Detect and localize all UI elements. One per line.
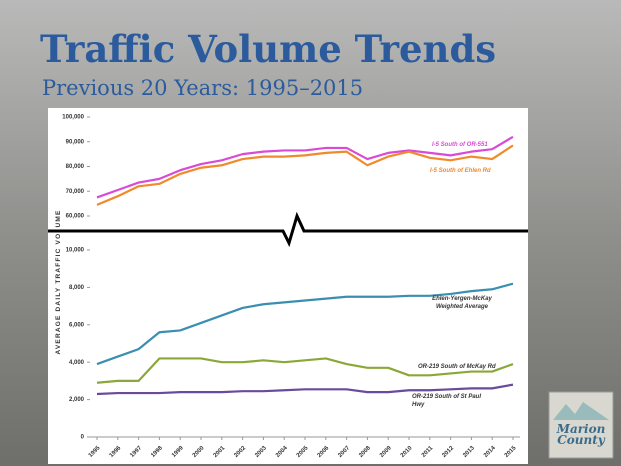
series-label-frame: I-5 South of Ehlen Rd — [430, 167, 510, 187]
y-tick-label: 80,000 — [66, 164, 85, 170]
y-tick-label: 70,000 — [66, 189, 85, 195]
series-label-frame: OR-219 South of St Paul Hwy — [412, 393, 492, 413]
y-tick-label: 60,000 — [66, 214, 85, 220]
series-label-frame: Ehlen-Yergen-McKay Weighted Average — [431, 295, 511, 315]
series-label-frame: OR-219 South of McKay Rd — [418, 363, 498, 383]
y-tick-label: 8,000 — [69, 285, 85, 291]
y-tick-label: 100,000 — [62, 115, 84, 121]
slide: Traffic Volume Trends Previous 20 Years:… — [0, 0, 621, 466]
y-tick-label: 4,000 — [69, 360, 85, 366]
series-label-frame: I-5 South of OR-551 — [432, 141, 512, 161]
subtitle: Previous 20 Years: 1995–2015 — [42, 76, 363, 100]
series-label: Ehlen-Yergen-McKay Weighted Average — [431, 295, 493, 311]
series-label: I-5 South of Ehlen Rd — [430, 167, 510, 175]
y-tick-label: 10,000 — [66, 248, 85, 254]
series-label: OR-219 South of McKay Rd — [418, 363, 498, 371]
logo-frame: Marion County — [551, 424, 611, 458]
y-tick-label: 90,000 — [66, 139, 85, 145]
series-label: OR-219 South of St Paul Hwy — [412, 393, 492, 409]
y-tick-label: 6,000 — [69, 322, 85, 328]
logo: Marion County — [549, 392, 613, 458]
logo-text: Marion County — [551, 424, 611, 446]
page: Traffic Volume Trends Previous 20 Years:… — [0, 0, 621, 466]
series-label: I-5 South of OR-551 — [432, 141, 512, 149]
y-tick-label: 2,000 — [69, 397, 85, 403]
title: Traffic Volume Trends — [40, 27, 496, 71]
